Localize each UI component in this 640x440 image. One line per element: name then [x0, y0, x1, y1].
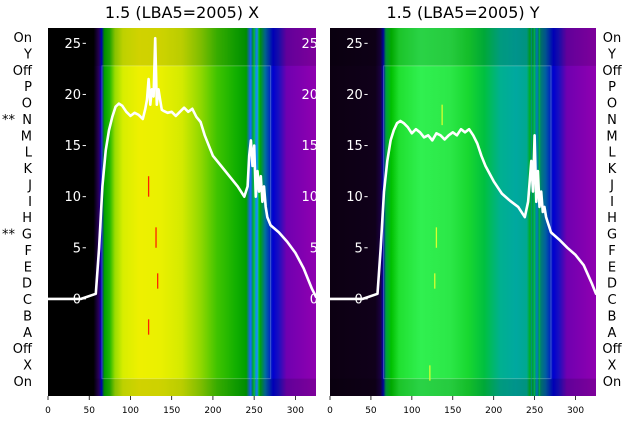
row-label: I: [28, 195, 32, 210]
x-tick-label: 150: [444, 406, 461, 416]
x-tick-label: 100: [403, 406, 420, 416]
x-tick-label: 50: [365, 406, 377, 416]
row-label: N: [22, 113, 32, 128]
y-tick-label-overlap: 20: [301, 88, 318, 103]
row-label: G: [22, 228, 32, 243]
row-label: J: [27, 178, 32, 193]
x-tick-label: 200: [204, 406, 221, 416]
spectrogram-background: [48, 28, 316, 396]
y-tick-label: 25: [346, 37, 363, 52]
y-tick-label: 5: [73, 241, 81, 256]
channel-stripe: [255, 28, 258, 396]
x-tick-label: 300: [287, 406, 304, 416]
y-tick-label-overlap: 10: [301, 190, 318, 205]
row-label: F: [608, 244, 615, 259]
x-tick-label: 0: [327, 406, 333, 416]
row-label: L: [608, 146, 616, 161]
row-label: Off: [13, 342, 33, 357]
row-label: N: [607, 113, 617, 128]
row-label: I: [610, 195, 614, 210]
row-label: X: [23, 359, 32, 374]
y-tick-label: 10: [346, 190, 363, 205]
row-label: Off: [602, 342, 622, 357]
y-tick-label: 25: [64, 37, 81, 52]
row-label: D: [607, 277, 617, 292]
outer-band-bottom: [48, 378, 316, 396]
row-label: X: [608, 359, 617, 374]
channel-stripe: [258, 28, 260, 396]
y-tick-label: 15: [346, 139, 363, 154]
row-label: H: [22, 211, 32, 226]
x-tick-label: 0: [45, 406, 51, 416]
panel-title: 1.5 (LBA5=2005) Y: [386, 3, 539, 22]
x-tick-label: 100: [122, 406, 139, 416]
y-tick-label: 10: [64, 190, 81, 205]
x-tick-label: 50: [84, 406, 96, 416]
y-tick-label: 5: [354, 241, 362, 256]
row-label: G: [607, 228, 617, 243]
row-label: On: [14, 375, 32, 390]
y-tick-label: 20: [64, 88, 81, 103]
row-label: On: [14, 31, 32, 46]
row-label: M: [21, 129, 32, 144]
y-tick-label-overlap: 25: [301, 37, 318, 52]
row-label: F: [25, 244, 32, 259]
row-label: B: [23, 309, 32, 324]
row-label: P: [608, 80, 616, 95]
spectrogram-background: [330, 28, 596, 396]
row-label: P: [24, 80, 32, 95]
x-tick-label: 250: [246, 406, 263, 416]
row-label: A: [23, 326, 32, 341]
channel-stripe: [538, 28, 541, 396]
row-label: Y: [607, 47, 616, 62]
y-tick-label: 15: [64, 139, 81, 154]
channel-stripe: [536, 28, 538, 396]
channel-stripe: [530, 28, 533, 396]
series-line: [328, 119, 598, 301]
channel-stripe: [250, 28, 252, 396]
row-label: E: [24, 260, 32, 275]
outer-band-bottom: [330, 378, 596, 396]
row-marker: **: [2, 228, 16, 243]
row-label: E: [608, 260, 616, 275]
row-label: K: [23, 162, 32, 177]
x-tick-label: 200: [485, 406, 502, 416]
x-tick-label: 150: [163, 406, 180, 416]
row-label: On: [603, 31, 621, 46]
row-label: Y: [23, 47, 32, 62]
row-label: On: [603, 375, 621, 390]
outer-band-top: [330, 28, 596, 66]
row-label: D: [22, 277, 32, 292]
x-tick-label: 300: [567, 406, 584, 416]
row-label: M: [606, 129, 617, 144]
outer-band-top: [48, 28, 316, 66]
series-line: [46, 36, 318, 301]
panel-title: 1.5 (LBA5=2005) X: [105, 3, 259, 22]
y-tick-label-overlap: 5: [310, 241, 318, 256]
row-label: L: [25, 146, 33, 161]
row-label: H: [607, 211, 617, 226]
row-label: C: [23, 293, 32, 308]
channel-stripe: [533, 28, 536, 396]
row-label: C: [607, 293, 616, 308]
row-label: J: [609, 178, 614, 193]
row-marker: **: [2, 113, 16, 128]
y-tick-label-overlap: 0: [310, 292, 318, 307]
row-label: K: [608, 162, 617, 177]
row-label: O: [22, 97, 32, 112]
channel-stripe: [253, 28, 255, 396]
row-label: O: [607, 97, 617, 112]
y-tick-label: 20: [346, 88, 363, 103]
row-label: B: [608, 309, 617, 324]
y-tick-label-overlap: 15: [301, 139, 318, 154]
row-label: A: [608, 326, 617, 341]
x-tick-label: 250: [526, 406, 543, 416]
row-label: Off: [602, 64, 622, 79]
inner-block-outline: [383, 65, 552, 380]
row-label: Off: [13, 64, 33, 79]
